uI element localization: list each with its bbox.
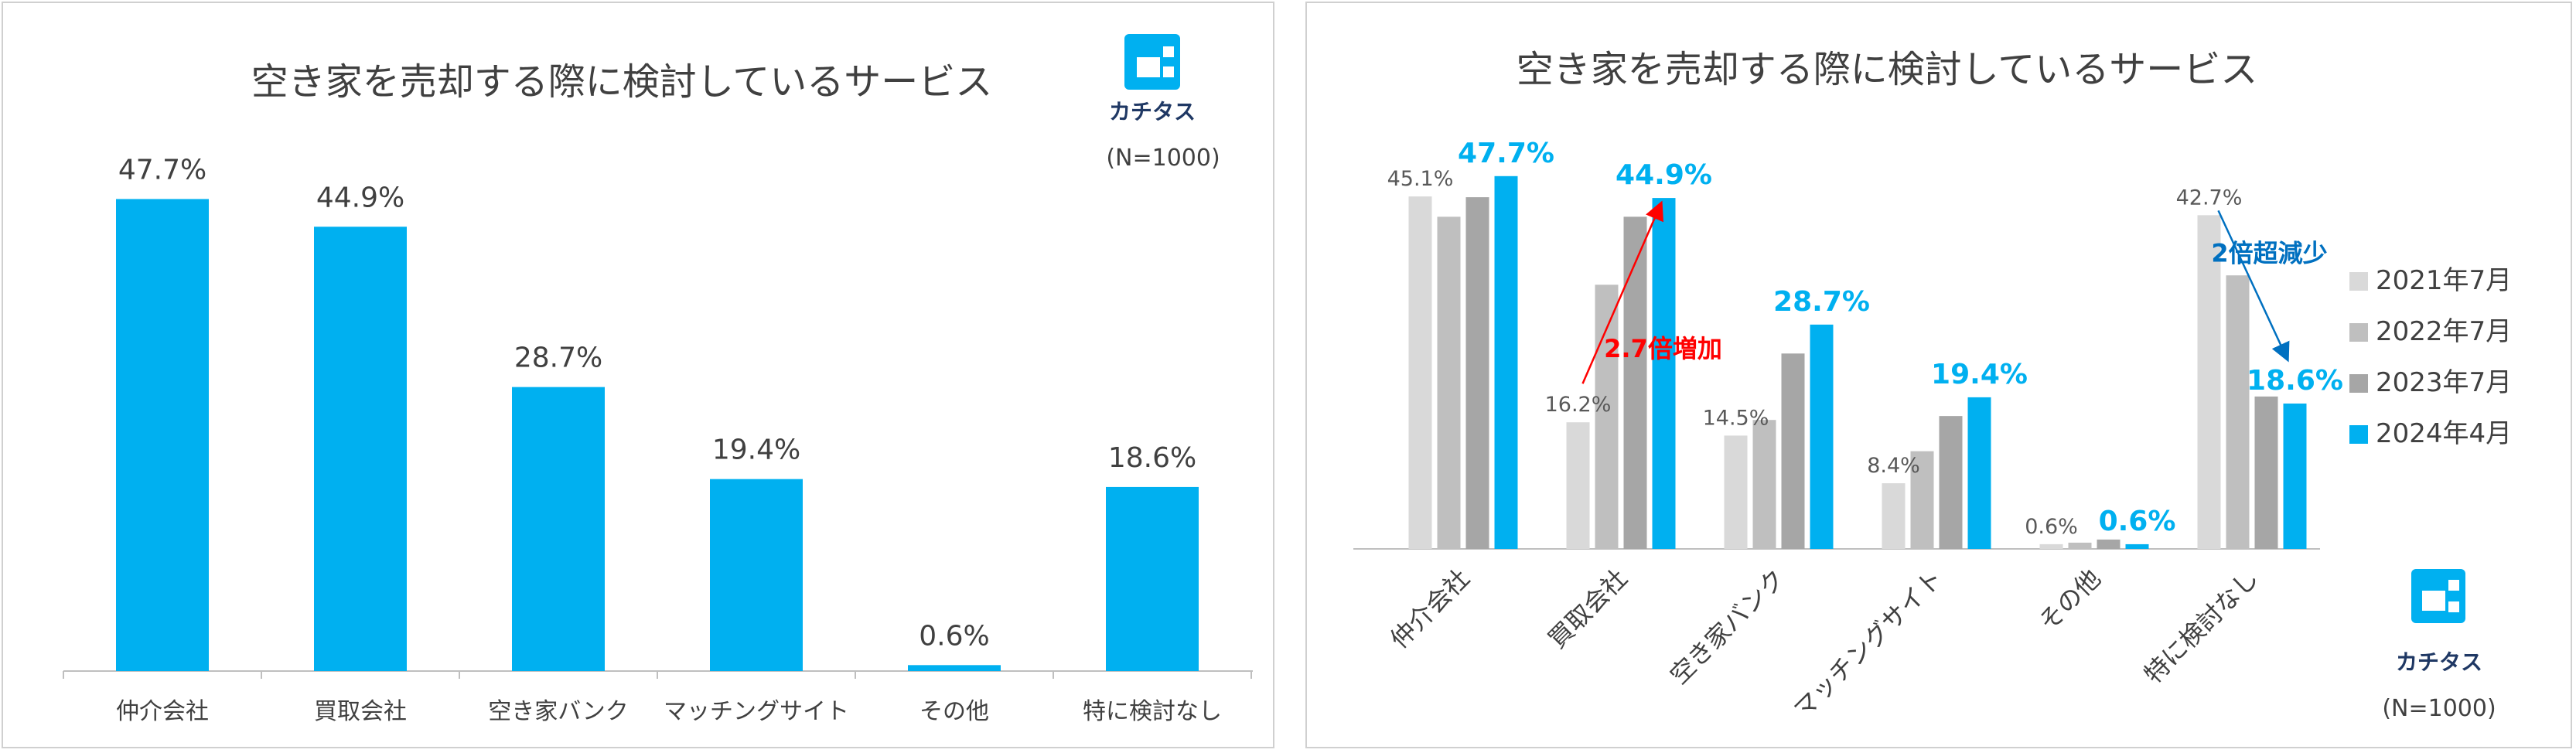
bar	[2039, 543, 2063, 549]
bar	[314, 227, 407, 671]
data-label-2021: 14.5%	[1703, 406, 1769, 430]
data-label: 44.9%	[316, 182, 404, 213]
data-label-2024: 18.6%	[2247, 365, 2343, 397]
bar	[1752, 420, 1776, 549]
bar	[1652, 198, 1676, 549]
increase-arrow	[1581, 200, 1663, 384]
legend-swatch	[2349, 374, 2368, 393]
bar	[908, 665, 1001, 671]
data-label-2021: 8.4%	[1867, 454, 1920, 478]
category-label: マッチングサイト	[664, 698, 849, 725]
bar	[1910, 451, 1934, 549]
decrease-arrow	[2217, 210, 2290, 363]
bar	[1494, 175, 1518, 549]
data-label-2024: 19.4%	[1931, 359, 2028, 390]
bar	[1882, 483, 1906, 549]
bar	[2254, 396, 2278, 549]
category-label: 空き家バンク	[488, 698, 629, 725]
kachitas-logo-icon	[1124, 34, 1180, 90]
bar-chart-overall: 空き家を売却する際に検討しているサービス カチタス (N=1000) 47.7%…	[63, 34, 1253, 725]
category-label: その他	[920, 698, 989, 725]
sample-size-label: (N=1000)	[1106, 145, 1220, 172]
chart-panel-right: 空き家を売却する際に検討しているサービス 45.1% 47.7% 仲介会社 16.2%…	[1305, 2, 2572, 748]
annotation-decrease: 2倍超減少	[2211, 238, 2327, 267]
category-label: その他	[2033, 564, 2107, 637]
bar	[2068, 542, 2092, 549]
bar	[1106, 486, 1199, 671]
data-label-2024: 44.9%	[1616, 159, 1712, 191]
bar	[1408, 196, 1432, 549]
legend-swatch	[2349, 425, 2368, 444]
bar	[2125, 543, 2149, 549]
category-label: 特に検討なし	[1083, 698, 1222, 725]
bar	[2283, 403, 2307, 549]
bar	[1566, 422, 1590, 549]
bar	[710, 479, 803, 671]
category-label: 買取会社	[1542, 564, 1633, 654]
chart-title: 空き家を売却する際に検討しているサービス	[251, 60, 993, 104]
data-label: 28.7%	[514, 342, 602, 374]
data-label-2024: 47.7%	[1458, 138, 1554, 169]
data-label: 0.6%	[919, 620, 989, 652]
data-label-2021: 16.2%	[1545, 393, 1612, 417]
sample-size-label: (N=1000)	[2382, 695, 2496, 722]
category-label: 買取会社	[314, 698, 407, 725]
bar	[2197, 215, 2221, 549]
legend-label: 2024年4月	[2376, 418, 2512, 449]
bar	[1967, 397, 1991, 549]
data-label-2024: 28.7%	[1773, 286, 1870, 318]
data-label: 18.6%	[1108, 442, 1196, 474]
category-label: 空き家バンク	[1664, 564, 1791, 690]
logo-text: カチタス	[1109, 99, 1196, 124]
data-label-2021: 42.7%	[2176, 186, 2243, 210]
legend-label: 2021年7月	[2376, 265, 2512, 296]
category-label: 仲介会社	[1384, 564, 1475, 654]
bar	[1724, 435, 1748, 549]
bar	[512, 387, 605, 671]
bar	[1810, 324, 1834, 549]
data-label-2021: 0.6%	[2025, 515, 2078, 539]
bar	[116, 199, 209, 671]
legend-label: 2022年7月	[2376, 316, 2512, 347]
chart-title: 空き家を売却する際に検討しているサービス	[1517, 48, 2258, 91]
chart-panel-left: 空き家を売却する際に検討しているサービス カチタス (N=1000) 47.7%…	[2, 2, 1274, 748]
legend-swatch	[2349, 323, 2368, 342]
data-label-2024: 0.6%	[2099, 506, 2176, 537]
logo-text: カチタス	[2396, 649, 2482, 675]
bar	[1623, 216, 1647, 549]
bar	[2097, 539, 2121, 549]
legend-label: 2023年7月	[2376, 367, 2512, 398]
annotation-increase: 2.7倍増加	[1604, 334, 1722, 363]
data-label: 19.4%	[712, 434, 800, 466]
data-label-2021: 45.1%	[1387, 167, 1454, 191]
bar	[2226, 275, 2250, 549]
bar-chart-by-year: 空き家を売却する際に検討しているサービス 45.1%47.7% 仲介会社 16.2%…	[1353, 48, 2512, 724]
bar	[1781, 353, 1805, 549]
category-label: 特に検討なし	[2138, 564, 2264, 690]
bar	[1939, 416, 1963, 549]
data-label: 47.7%	[118, 154, 206, 186]
category-label: マッチングサイト	[1788, 564, 1949, 724]
bar	[1465, 197, 1489, 549]
legend-swatch	[2349, 272, 2368, 291]
kachitas-logo-icon	[2411, 569, 2465, 623]
bar	[1437, 216, 1461, 549]
category-label: 仲介会社	[116, 698, 209, 725]
